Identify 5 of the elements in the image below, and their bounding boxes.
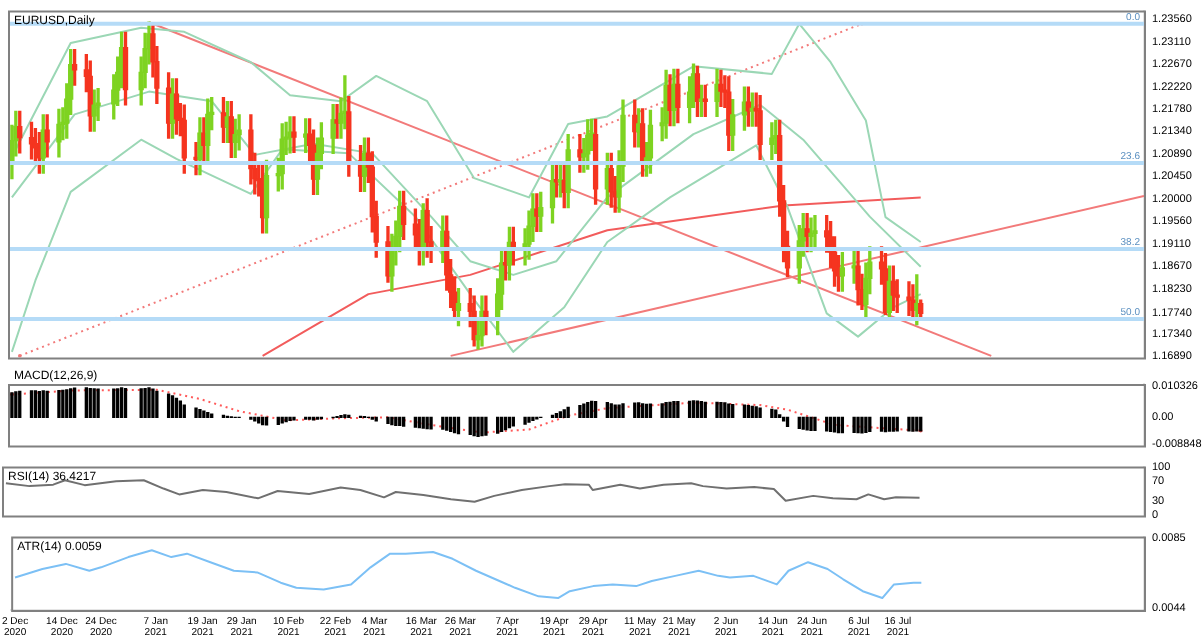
candlestick bbox=[291, 116, 297, 154]
candlestick bbox=[236, 114, 242, 151]
candlestick bbox=[769, 122, 775, 161]
candlestick bbox=[906, 281, 912, 317]
candlestick bbox=[812, 214, 818, 250]
